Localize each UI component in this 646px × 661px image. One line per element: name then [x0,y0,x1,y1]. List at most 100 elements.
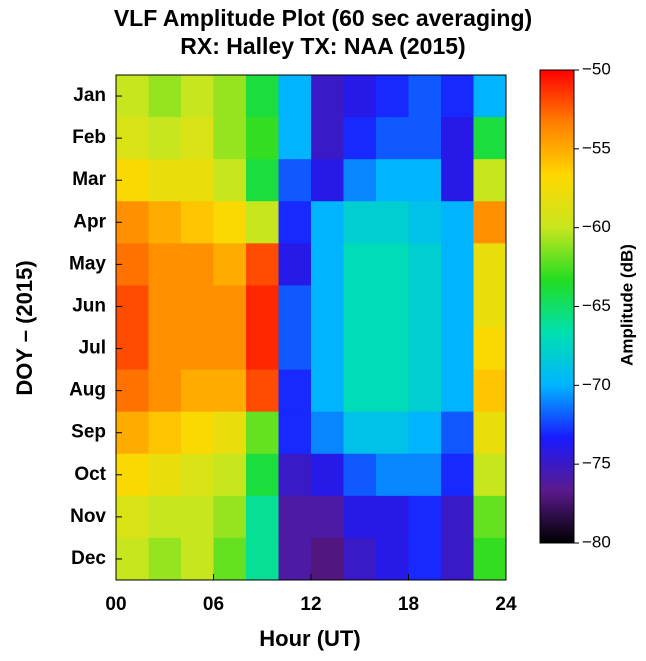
heat-cell [408,75,442,118]
heat-cell [473,159,507,202]
heat-cell [246,411,279,455]
heat-cell [311,117,344,160]
heat-cell [441,453,474,497]
heat-cell [213,75,247,118]
y-tick-label: Sep [71,422,106,443]
heat-cell [473,537,507,581]
heat-cell [441,243,474,286]
heat-cell [376,453,409,497]
x-tick-label: 18 [398,594,419,615]
y-tick-label: Jan [73,85,106,106]
heat-cell [181,285,214,328]
colorbar-title: Amplitude (dB) [617,244,636,366]
x-tick-label: 12 [300,594,321,615]
heat-cell [181,243,214,286]
colorbar-tick-label: −75 [582,454,611,473]
heat-cell [473,75,507,118]
heat-cell [441,117,474,160]
y-tick-label: Apr [73,211,106,232]
heat-cell [213,201,247,244]
heat-cell [343,327,377,371]
heat-cell [376,75,409,118]
heat-cell [246,369,279,413]
heat-cell [213,159,247,202]
heat-cell [246,285,279,328]
colorbar-tick-label: −70 [582,375,611,394]
chart-subtitle: RX: Halley TX: NAA (2015) [180,33,465,59]
heat-cell [441,75,474,118]
y-tick-label: Nov [70,506,106,527]
heat-cell [278,537,312,581]
x-tick-label: 06 [203,594,224,615]
y-tick-label: Dec [71,548,106,569]
heat-cell [343,117,377,160]
heat-cell [311,411,344,455]
y-tick-label: Oct [74,464,106,485]
heat-cell [148,75,182,118]
chart-title: VLF Amplitude Plot (60 sec averaging) [114,5,532,31]
heat-cell [278,201,312,244]
heat-cell [311,285,344,328]
heat-cell [408,537,442,581]
heat-cell [441,285,474,328]
heat-cell [441,537,474,581]
heat-cell [376,117,409,160]
heat-cell [343,243,377,286]
heat-cell [473,369,507,413]
x-tick-label: 00 [105,594,126,615]
heat-cell [441,411,474,455]
heat-cell [376,495,409,539]
heat-cell [343,159,377,202]
heat-cell [473,495,507,539]
heat-cell [246,453,279,497]
heat-cell [213,453,247,497]
heat-cell [343,537,377,581]
heat-cell [246,75,279,118]
heat-cell [473,411,507,455]
heat-cell [343,495,377,539]
heat-cell [148,495,182,539]
heat-cell [246,243,279,286]
colorbar-tick-label: −65 [582,296,611,315]
heat-cell [408,201,442,244]
heat-cell [376,201,409,244]
heat-cell [278,243,312,286]
heat-cell [148,159,182,202]
heat-cell [408,285,442,328]
heat-cell [278,411,312,455]
heat-cell [376,159,409,202]
heat-cell [181,537,214,581]
heat-cell [376,285,409,328]
heat-cell [181,369,214,413]
colorbar-tick-label: −55 [582,138,611,157]
heat-cell [246,495,279,539]
heat-cell [278,285,312,328]
heat-cell [311,495,344,539]
heat-cell [181,411,214,455]
heat-cell [473,201,507,244]
heat-cell [213,243,247,286]
y-tick-label: Mar [72,169,106,190]
heat-cell [246,159,279,202]
heat-cell [278,327,312,371]
heat-cell [213,369,247,413]
heat-cell [148,243,182,286]
heat-cell [278,495,312,539]
heat-cell [441,327,474,371]
heat-cell [376,411,409,455]
heat-cell [213,411,247,455]
heat-cell [311,369,344,413]
heat-cell [473,117,507,160]
heat-cell [343,201,377,244]
heat-cell [473,285,507,328]
heat-cell [408,453,442,497]
heat-cell [311,327,344,371]
x-axis-title: Hour (UT) [259,626,360,651]
y-tick-label: Aug [69,380,106,401]
heat-cell [181,159,214,202]
heat-cell [311,75,344,118]
heat-cell [181,327,214,371]
heat-cell [408,411,442,455]
colorbar-tick-label: −80 [582,532,611,551]
